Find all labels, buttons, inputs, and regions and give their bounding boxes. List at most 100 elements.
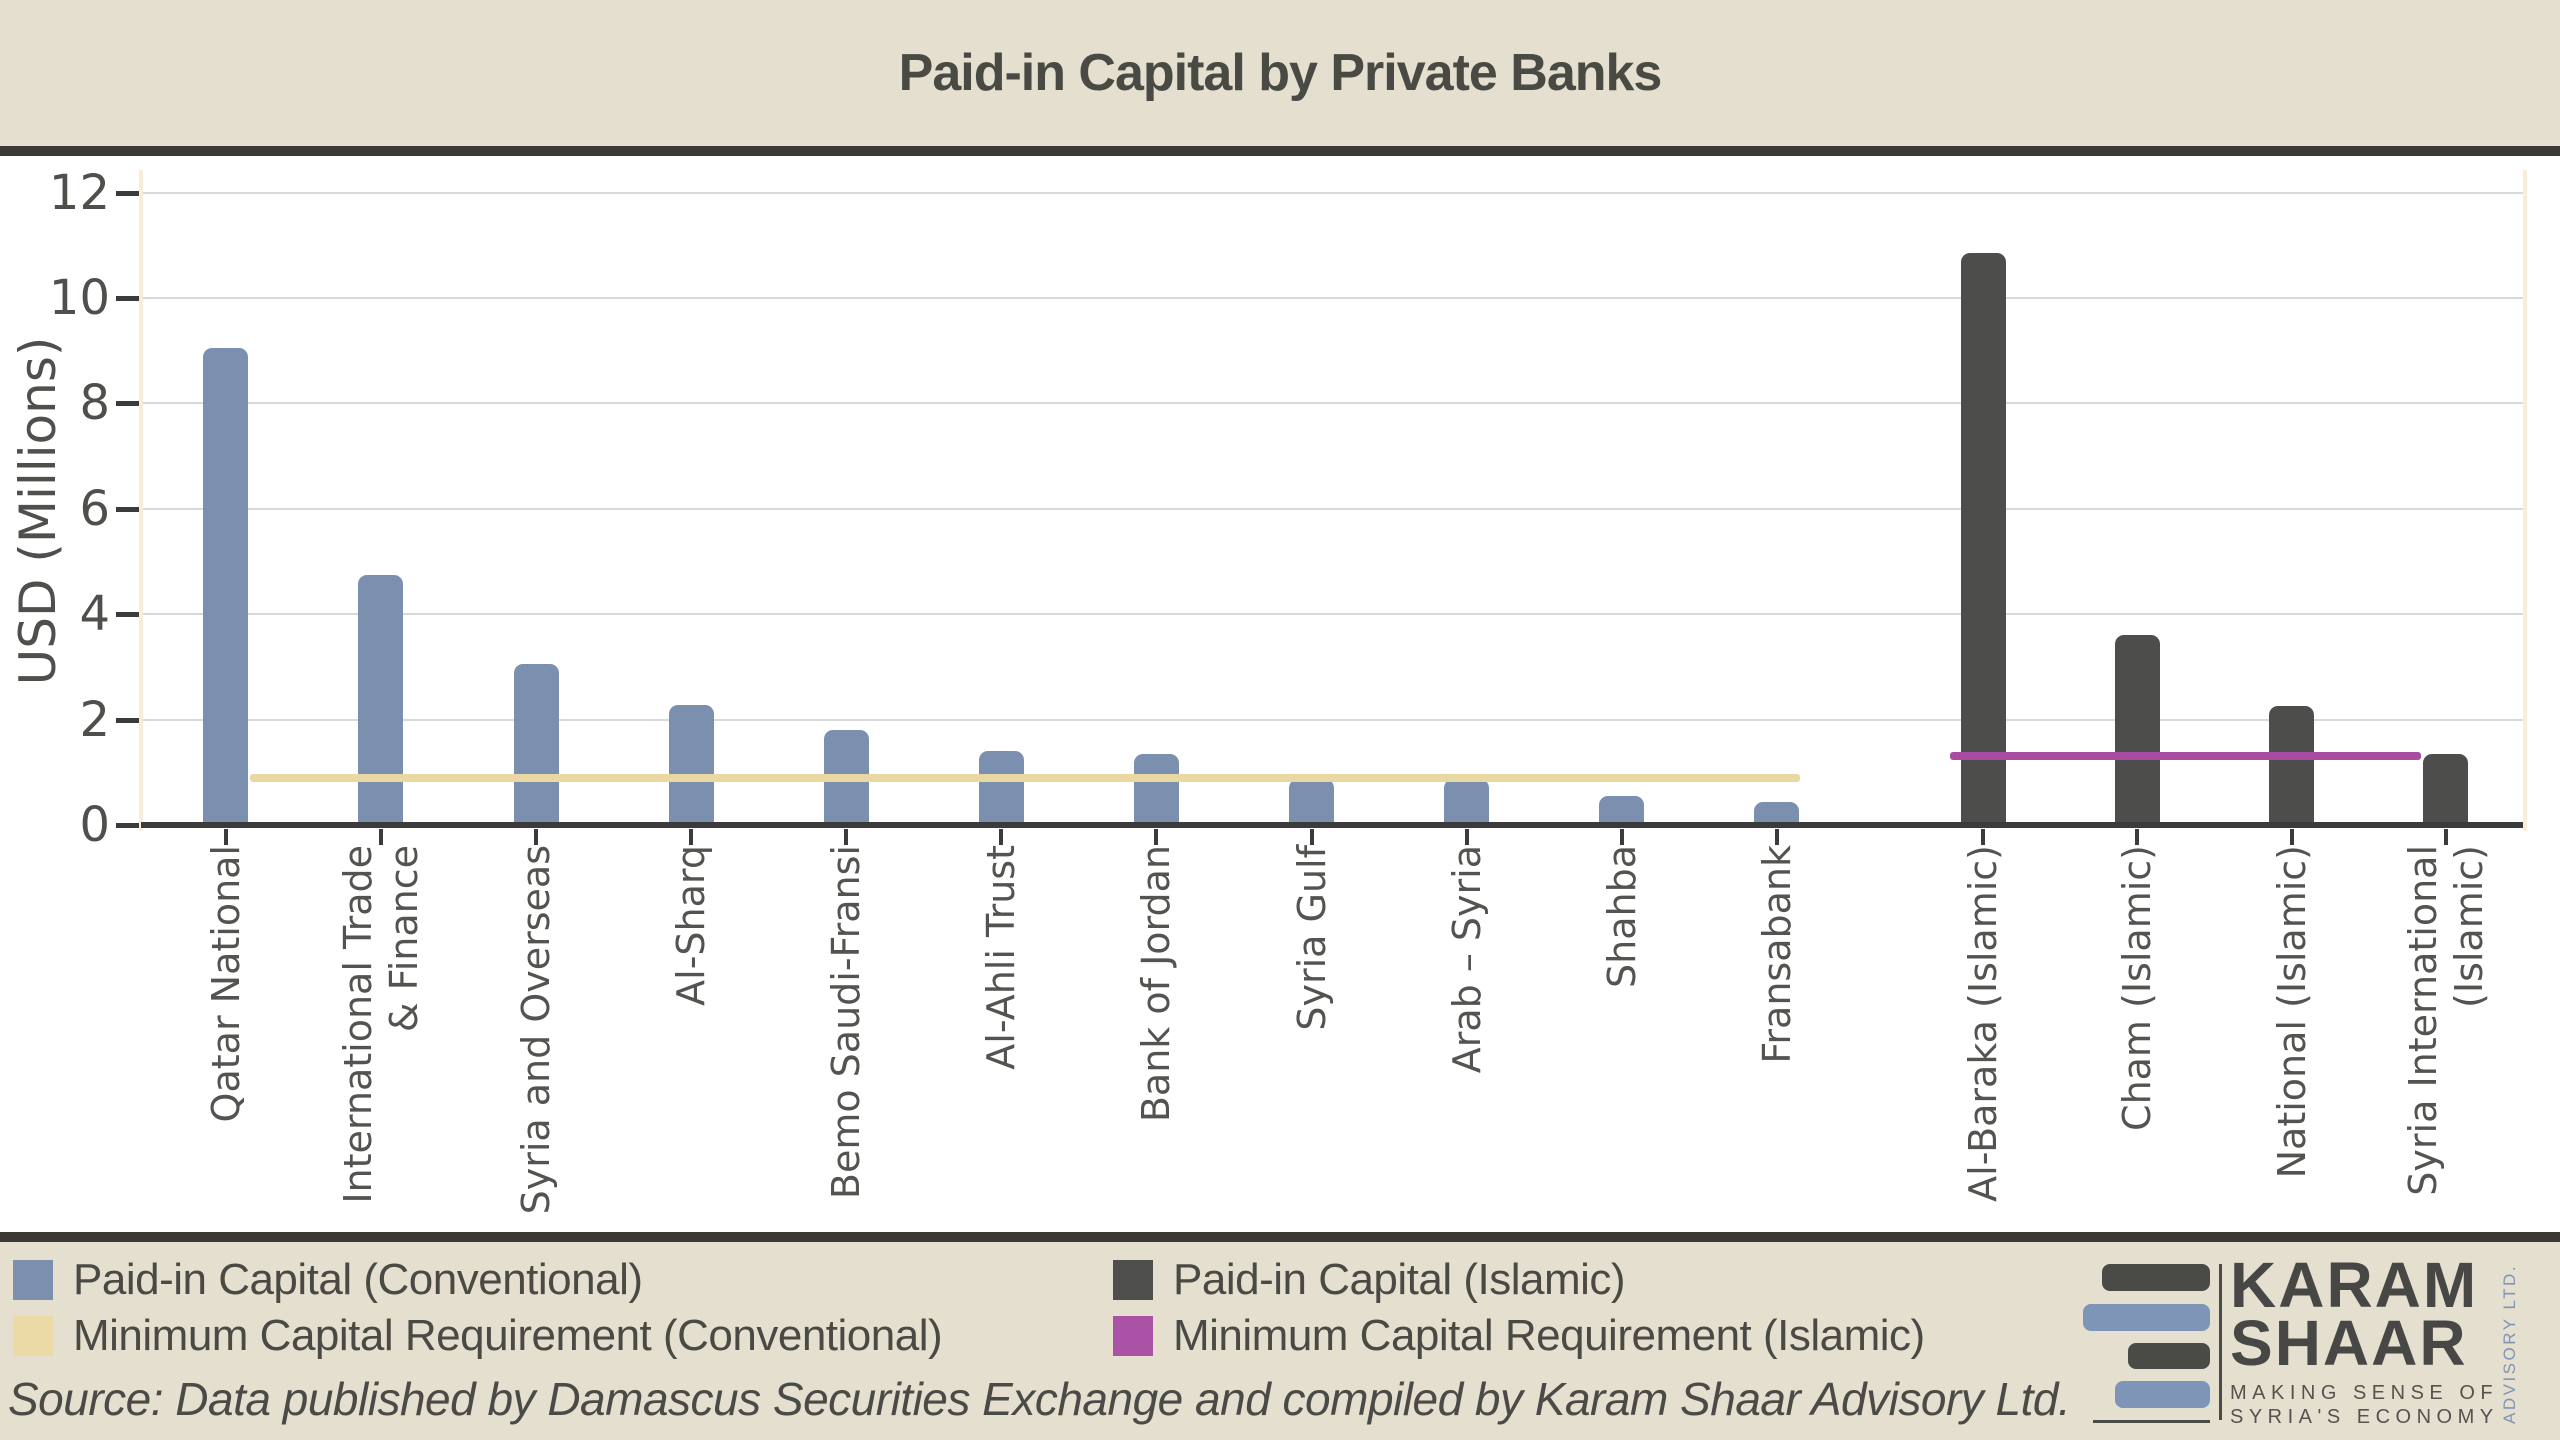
bar-conventional xyxy=(1289,779,1334,825)
x-tick-mark xyxy=(223,829,228,845)
y-tick-mark xyxy=(116,823,141,828)
karam-shaar-logo: KARAM SHAAR MAKING SENSE OF SYRIA'S ECON… xyxy=(2083,1242,2543,1440)
y-gridline xyxy=(141,297,2523,299)
bar-conventional xyxy=(1754,802,1800,825)
y-tick-label: 4 xyxy=(79,586,110,643)
bar-islamic xyxy=(2423,754,2469,825)
legend-item-paid-in-conventional: Paid-in Capital (Conventional) xyxy=(13,1255,643,1304)
bar-conventional xyxy=(1133,754,1179,825)
x-axis-label-line: International Trade xyxy=(335,845,380,1204)
legend-item-min-requirement-conventional: Minimum Capital Requirement (Conventiona… xyxy=(13,1311,943,1360)
logo-underline xyxy=(2093,1420,2210,1423)
legend-band: Paid-in Capital (Conventional) Minimum C… xyxy=(0,1232,2560,1440)
logo-bar-icon xyxy=(2102,1264,2210,1291)
x-axis-label: National (Islamic) xyxy=(2269,845,2315,1275)
y-axis-spine xyxy=(139,170,143,831)
x-axis-label: Qatar National xyxy=(203,845,249,1275)
x-tick-mark xyxy=(999,829,1004,845)
x-tick-mark xyxy=(1309,829,1314,845)
x-axis-label-line: Al-Sharq xyxy=(669,845,714,1006)
x-axis-label-line: Al-Ahli Trust xyxy=(979,845,1024,1070)
logo-bar-icon xyxy=(2083,1304,2210,1331)
y-tick-label: 8 xyxy=(79,375,110,432)
x-axis-label: Syria International (Islamic) xyxy=(2400,845,2492,1275)
reference-line-islamic-minimum xyxy=(1950,752,2421,761)
x-axis-label-line: Syria Gulf xyxy=(1289,845,1334,1031)
x-axis-label-line: (Islamic) xyxy=(2446,845,2491,1008)
logo-divider xyxy=(2219,1264,2222,1420)
y-tick-label: 6 xyxy=(79,480,110,537)
x-axis-label: Al-Baraka (Islamic) xyxy=(1960,845,2006,1275)
legend-label: Minimum Capital Requirement (Islamic) xyxy=(1173,1311,1925,1360)
legend-label: Paid-in Capital (Islamic) xyxy=(1173,1255,1626,1304)
bar-conventional xyxy=(978,751,1024,825)
y-tick-mark xyxy=(116,296,141,301)
bar-conventional xyxy=(513,664,559,825)
y-gridline xyxy=(141,718,2523,721)
y-tick-mark xyxy=(116,506,141,512)
x-axis-label: Bemo Saudi-Fransi xyxy=(823,845,869,1275)
x-axis-label: Cham (Islamic) xyxy=(2114,845,2160,1275)
right-spine xyxy=(2523,170,2527,831)
x-axis-label: Arab – Syria xyxy=(1444,845,1490,1275)
y-tick-label: 2 xyxy=(79,691,110,748)
y-gridline xyxy=(141,191,2523,194)
x-axis-label: Al-Ahli Trust xyxy=(978,845,1024,1275)
x-axis-label-line: Syria and Overseas xyxy=(514,845,558,1215)
logo-tagline-line2: SYRIA'S ECONOMY xyxy=(2230,1406,2499,1428)
x-axis-label: Bank of Jordan xyxy=(1133,845,1179,1275)
x-axis-label-line: Syria International xyxy=(2400,845,2445,1196)
bar-islamic xyxy=(2114,635,2160,825)
y-tick-mark xyxy=(116,190,141,196)
x-tick-mark xyxy=(689,829,694,845)
bar-conventional xyxy=(1444,779,1490,825)
x-tick-mark xyxy=(1619,829,1624,845)
legend-swatch-islamic-line xyxy=(1113,1316,1153,1356)
bar-conventional xyxy=(1599,796,1645,825)
legend-item-paid-in-islamic: Paid-in Capital (Islamic) xyxy=(1113,1255,1626,1304)
x-axis-label: Syria and Overseas xyxy=(513,845,559,1275)
logo-bar-icon xyxy=(2115,1381,2210,1408)
bar-islamic xyxy=(2269,705,2315,825)
x-axis-label-line: Shahba xyxy=(1599,845,1644,988)
x-axis-label-line: Cham (Islamic) xyxy=(2115,845,2160,1131)
legend-swatch-islamic-bar xyxy=(1113,1260,1153,1300)
x-axis-label-line: Bemo Saudi-Fransi xyxy=(824,845,869,1200)
bar-conventional xyxy=(668,705,714,825)
source-note: Source: Data published by Damascus Secur… xyxy=(8,1373,2071,1425)
x-tick-mark xyxy=(534,829,538,845)
x-axis-label-line: & Finance xyxy=(381,845,426,1033)
x-tick-mark xyxy=(2443,829,2448,845)
x-axis-label-line: Bank of Jordan xyxy=(1134,845,1179,1123)
bar-conventional xyxy=(203,348,249,825)
y-gridline xyxy=(141,613,2523,616)
x-axis-label: Shahba xyxy=(1599,845,1645,1275)
x-axis-label: Fransabank xyxy=(1754,845,1800,1275)
logo-tagline-line1: MAKING SENSE OF xyxy=(2230,1382,2499,1404)
legend-swatch-conventional-line xyxy=(13,1316,53,1356)
x-axis-label: Al-Sharq xyxy=(668,845,714,1275)
x-axis-label-line: Arab – Syria xyxy=(1444,845,1489,1074)
chart-plot-area: USD (Millions) 0 2 4 6 8 10 12 Qatar National In… xyxy=(0,156,2560,1232)
logo-advisory-ltd-vertical-text: ADVISORY LTD. xyxy=(2500,1263,2519,1424)
reference-line-conventional-minimum xyxy=(250,773,1800,782)
x-tick-mark xyxy=(1464,829,1469,845)
logo-bar-icon xyxy=(2128,1343,2210,1369)
x-axis-label-line: Al-Baraka (Islamic) xyxy=(1961,845,2005,1202)
y-gridline xyxy=(141,402,2523,405)
x-axis-label-line: National (Islamic) xyxy=(2269,845,2314,1179)
logo-text: KARAM SHAAR MAKING SENSE OF SYRIA'S ECON… xyxy=(2230,1253,2499,1429)
x-axis-label: International Trade & Finance xyxy=(335,845,427,1275)
x-axis-label-line: Fransabank xyxy=(1754,845,1799,1064)
x-tick-mark xyxy=(1774,829,1779,845)
y-tick-mark xyxy=(116,612,141,618)
x-tick-mark xyxy=(2135,829,2140,845)
title-band: Paid-in Capital by Private Banks xyxy=(0,0,2560,156)
y-tick-mark xyxy=(116,717,141,723)
legend-label: Paid-in Capital (Conventional) xyxy=(73,1255,643,1304)
y-tick-label: 0 xyxy=(79,797,110,853)
x-tick-mark xyxy=(1981,829,1985,845)
y-tick-mark xyxy=(116,401,141,407)
y-tick-label: 12 xyxy=(48,164,110,221)
bar-islamic xyxy=(1960,253,2006,825)
